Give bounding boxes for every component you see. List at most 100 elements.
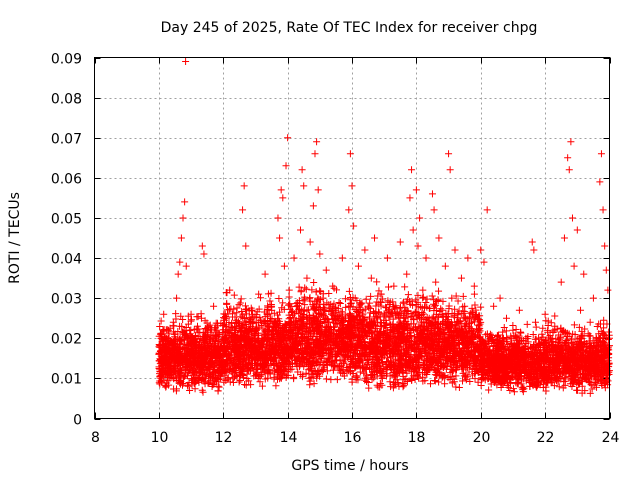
data-point	[223, 328, 231, 336]
data-point	[295, 340, 303, 348]
data-point	[227, 325, 235, 333]
data-point	[240, 361, 248, 369]
data-point	[221, 350, 229, 358]
data-point	[251, 372, 259, 380]
data-point	[258, 382, 266, 390]
data-point	[197, 361, 205, 369]
data-point	[298, 345, 306, 353]
data-point	[272, 382, 280, 390]
data-point	[286, 305, 294, 313]
data-point	[205, 365, 213, 373]
data-point	[271, 341, 279, 349]
data-point	[273, 311, 281, 319]
data-point	[245, 377, 253, 385]
data-point	[295, 315, 303, 323]
data-point	[267, 289, 275, 297]
data-point	[285, 343, 293, 351]
data-point	[183, 340, 191, 348]
data-point	[160, 339, 168, 347]
data-point	[339, 341, 347, 349]
x-tick-label: 14	[280, 430, 298, 446]
data-point	[177, 312, 185, 320]
data-point	[306, 381, 314, 389]
data-point	[221, 369, 229, 377]
data-point	[253, 346, 261, 354]
data-point	[252, 325, 260, 333]
data-point	[336, 356, 344, 364]
data-point	[277, 352, 285, 360]
data-point	[187, 375, 195, 383]
data-point	[253, 308, 261, 316]
data-point	[229, 379, 237, 387]
data-point	[343, 363, 351, 371]
data-point	[310, 344, 318, 352]
data-point	[327, 376, 335, 384]
data-point	[320, 357, 328, 365]
data-point	[292, 331, 300, 339]
data-point	[401, 283, 409, 291]
data-point	[301, 324, 309, 332]
data-point	[264, 328, 272, 336]
data-point	[385, 283, 393, 291]
data-point	[293, 335, 301, 343]
data-point	[295, 283, 303, 291]
data-point	[156, 360, 164, 368]
data-point	[309, 354, 317, 362]
data-point	[289, 334, 297, 342]
data-point	[202, 336, 210, 344]
data-point	[197, 314, 205, 322]
data-point	[329, 366, 337, 374]
y-tick-label: 0.03	[51, 292, 82, 308]
data-point	[197, 342, 205, 350]
data-point	[210, 332, 218, 340]
data-point	[285, 293, 293, 301]
data-point	[305, 346, 313, 354]
data-point	[169, 328, 177, 336]
data-point	[309, 301, 317, 309]
data-point	[179, 330, 187, 338]
data-point	[204, 364, 212, 372]
data-point	[247, 381, 255, 389]
data-point	[312, 288, 320, 296]
data-point	[165, 330, 173, 338]
data-point	[199, 336, 207, 344]
data-point	[159, 336, 167, 344]
data-point	[212, 373, 220, 381]
data-point	[276, 331, 284, 339]
data-point	[301, 340, 309, 348]
y-tick-label: 0.09	[51, 52, 82, 68]
data-point	[245, 318, 253, 326]
data-point	[220, 378, 228, 386]
data-point	[239, 321, 247, 329]
data-point	[242, 381, 250, 389]
data-point	[195, 374, 203, 382]
data-point	[257, 294, 265, 302]
data-point	[326, 350, 334, 358]
data-point	[236, 371, 244, 379]
data-point	[302, 323, 310, 331]
data-point	[323, 361, 331, 369]
data-point	[290, 322, 298, 330]
data-point	[199, 388, 207, 396]
data-point	[275, 365, 283, 373]
data-point	[270, 375, 278, 383]
data-point	[280, 323, 288, 331]
data-point	[306, 333, 314, 341]
data-point	[246, 337, 254, 345]
data-point	[317, 367, 325, 375]
data-point	[323, 299, 331, 307]
data-point	[187, 317, 195, 325]
data-point	[284, 351, 292, 359]
data-point	[435, 378, 443, 386]
data-points	[155, 58, 613, 397]
x-tick-label: 20	[473, 430, 491, 446]
data-point	[238, 308, 246, 316]
data-point	[169, 364, 177, 372]
data-point	[230, 344, 238, 352]
data-point	[251, 350, 259, 358]
data-point	[309, 312, 317, 320]
data-point	[336, 344, 344, 352]
data-point	[236, 326, 244, 334]
data-point	[187, 346, 195, 354]
